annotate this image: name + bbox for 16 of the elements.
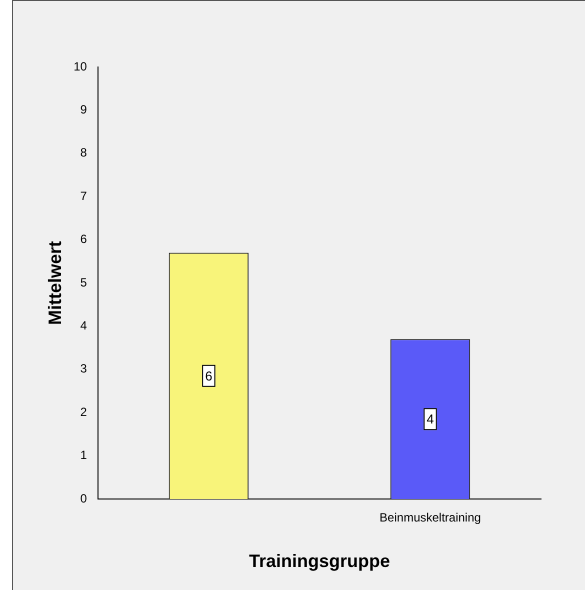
y-tick-label: 2: [80, 404, 88, 419]
y-tick-label: 0: [80, 491, 88, 506]
y-tick-label: 9: [80, 102, 88, 117]
y-tick-label: 5: [80, 275, 88, 290]
x-tick-label: Beinmuskeltraining: [380, 510, 481, 525]
x-axis-title: Trainingsgruppe: [248, 551, 390, 572]
data-label: 6: [205, 368, 212, 384]
y-tick-label: 10: [74, 59, 88, 74]
y-tick-label: 4: [80, 318, 88, 333]
data-label: 4: [426, 412, 434, 427]
y-tick-label: 6: [80, 232, 88, 246]
y-tick-label: 1: [80, 448, 88, 462]
y-tick-label: 7: [80, 188, 88, 203]
y-tick-label: 8: [80, 146, 88, 160]
y-tick-label: 3: [80, 362, 88, 376]
y-axis-title: Mittelwert: [44, 240, 65, 326]
